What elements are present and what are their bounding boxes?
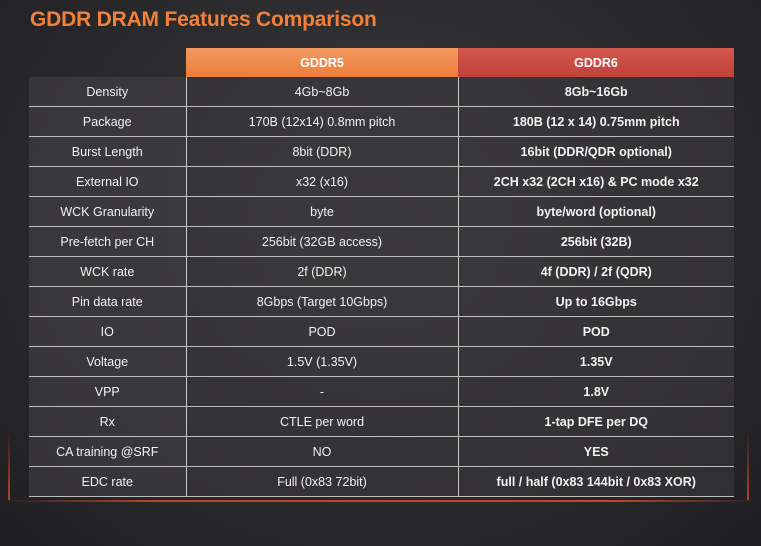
- comparison-table: GDDR5 GDDR6 Density 4Gb~8Gb 8Gb~16Gb Packag…: [29, 48, 734, 497]
- gddr6-cell: 1.8V: [457, 376, 734, 407]
- gddr6-cell: 1-tap DFE per DQ: [457, 406, 734, 437]
- gddr6-cell: 180B (12 x 14) 0.75mm pitch: [457, 106, 734, 137]
- feature-cell: IO: [29, 316, 187, 347]
- accent-side-right: [747, 430, 749, 500]
- gddr5-cell: CTLE per word: [185, 406, 459, 437]
- feature-cell: Burst Length: [29, 136, 187, 167]
- gddr6-cell: 256bit (32B): [457, 226, 734, 257]
- table-row: EDC rate Full (0x83 72bit) full / half (0x…: [29, 466, 734, 497]
- gddr6-cell: Up to 16Gbps: [457, 286, 734, 317]
- gddr5-cell: 256bit (32GB access): [185, 226, 459, 257]
- gddr5-cell: byte: [185, 196, 459, 227]
- table-row: Voltage 1.5V (1.35V) 1.35V: [29, 346, 734, 377]
- table-row: CA training @SRF NO YES: [29, 436, 734, 467]
- feature-cell: CA training @SRF: [29, 436, 187, 467]
- table-row: External IO x32 (x16) 2CH x32 (2CH x16) & …: [29, 166, 734, 197]
- gddr5-cell: NO: [185, 436, 459, 467]
- gddr6-cell: POD: [457, 316, 734, 347]
- table-row: Rx CTLE per word 1-tap DFE per DQ: [29, 406, 734, 437]
- gddr5-cell: 1.5V (1.35V): [185, 346, 459, 377]
- gddr6-cell: 4f (DDR) / 2f (QDR): [457, 256, 734, 287]
- table-row: Pin data rate 8Gbps (Target 10Gbps) Up to …: [29, 286, 734, 317]
- table-row: Pre-fetch per CH 256bit (32GB access) 256b…: [29, 226, 734, 257]
- accent-line: [0, 500, 761, 502]
- gddr5-cell: 8bit (DDR): [185, 136, 459, 167]
- feature-cell: External IO: [29, 166, 187, 197]
- table-row: VPP -1.8V: [29, 376, 734, 407]
- header-blank-cell: [29, 48, 186, 77]
- page-title: GDDR DRAM Features Comparison: [30, 8, 377, 31]
- gddr5-cell: POD: [185, 316, 459, 347]
- feature-cell: Package: [29, 106, 187, 137]
- feature-cell: Pre-fetch per CH: [29, 226, 187, 257]
- feature-cell: Density: [29, 77, 187, 107]
- header-gddr5: GDDR5: [186, 48, 458, 77]
- gddr5-cell: -: [185, 376, 459, 407]
- header-gddr6: GDDR6: [458, 48, 734, 77]
- gddr5-cell: 170B (12x14) 0.8mm pitch: [185, 106, 459, 137]
- gddr5-cell: Full (0x83 72bit): [185, 466, 459, 497]
- gddr6-cell: 2CH x32 (2CH x16) & PC mode x32: [457, 166, 734, 197]
- feature-cell: WCK Granularity: [29, 196, 187, 227]
- feature-cell: Rx: [29, 406, 187, 437]
- gddr6-cell: byte/word (optional): [457, 196, 734, 227]
- gddr5-cell: 8Gbps (Target 10Gbps): [185, 286, 459, 317]
- table-header-row: GDDR5 GDDR6: [29, 48, 734, 77]
- feature-cell: VPP: [29, 376, 187, 407]
- feature-cell: EDC rate: [29, 466, 187, 497]
- gddr6-cell: full / half (0x83 144bit / 0x83 XOR): [457, 466, 734, 497]
- table-row: Density 4Gb~8Gb 8Gb~16Gb: [29, 77, 734, 107]
- gddr6-cell: YES: [457, 436, 734, 467]
- table-row: WCK Granularity byte byte/word (optional): [29, 196, 734, 227]
- accent-side-left: [8, 430, 10, 500]
- gddr6-cell: 16bit (DDR/QDR optional): [457, 136, 734, 167]
- table-row: Burst Length 8bit (DDR) 16bit (DDR/QDR opt…: [29, 136, 734, 167]
- feature-cell: Voltage: [29, 346, 187, 377]
- gddr5-cell: x32 (x16): [185, 166, 459, 197]
- table-row: Package 170B (12x14) 0.8mm pitch 180B (12 …: [29, 106, 734, 137]
- feature-cell: WCK rate: [29, 256, 187, 287]
- table-row: WCK rate 2f (DDR) 4f (DDR) / 2f (QDR): [29, 256, 734, 287]
- gddr6-cell: 8Gb~16Gb: [457, 77, 734, 107]
- feature-cell: Pin data rate: [29, 286, 187, 317]
- gddr5-cell: 2f (DDR): [185, 256, 459, 287]
- gddr5-cell: 4Gb~8Gb: [185, 77, 459, 107]
- gddr6-cell: 1.35V: [457, 346, 734, 377]
- table-row: IO POD POD: [29, 316, 734, 347]
